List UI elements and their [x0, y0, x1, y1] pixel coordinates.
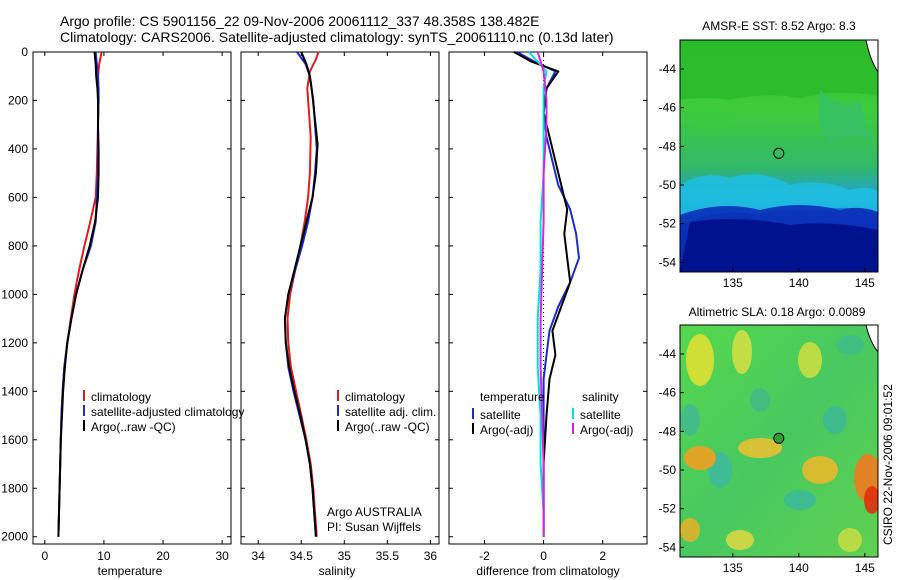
- sst_map-ytick-label: -52: [659, 217, 677, 231]
- sla_map-ytick-label: -46: [659, 386, 677, 400]
- salinity-series-argo-raw-qc-: [283, 51, 319, 537]
- salinity-series-climatology: [286, 51, 320, 537]
- difference-legend-label: satellite: [580, 408, 621, 422]
- sst_map-xtick-label: 140: [789, 276, 809, 290]
- sst-map-axes: 135 140 145 -44 -46 -48 -50 -52 -54: [659, 62, 875, 290]
- salinity-xlabel: salinity: [319, 564, 356, 578]
- sla_map-xtick-label: 135: [723, 561, 743, 575]
- temperature-xtick-label: 30: [215, 549, 229, 563]
- salinity-xtick-label: 34: [252, 549, 266, 563]
- temperature-ytick-label: 1800: [1, 481, 28, 495]
- sst-argo-marker: [773, 147, 785, 159]
- sst_map-ytick-label: -48: [659, 139, 677, 153]
- sla_map-ytick-label: -44: [659, 347, 677, 361]
- credit-label: CSIRO 22-Nov-2006 09:01:52: [881, 384, 895, 545]
- salinity-axes-box: [240, 51, 440, 545]
- difference-plot-layer: -2 0 2temperaturesatelliteArgo(-adj)salini…: [449, 51, 647, 563]
- pi-name-label: PI: Susan Wijffels: [327, 520, 421, 534]
- temperature-plot-layer: 0 10 20 30 0 200 400 600 800 1000 1200 1400 1600 1800…: [1, 45, 244, 563]
- temperature-ytick-label: 800: [8, 239, 28, 253]
- sst-map-panel: AMSR-E SST: 8.52 Argo: 8.3 135 140 145 -44 -…: [659, 19, 879, 290]
- sla_map-ytick-label: -52: [659, 502, 677, 516]
- sst-map-frame: [679, 39, 879, 273]
- difference-panel: -2 0 2temperaturesatelliteArgo(-adj)salini…: [448, 51, 648, 578]
- salinity-xtick-label: 34.5: [290, 549, 314, 563]
- difference-legend-heading: temperature: [480, 390, 545, 404]
- sst_map-xtick-label: 145: [855, 276, 875, 290]
- argo-country-label: Argo AUSTRALIA: [327, 505, 422, 519]
- temperature-series-argo-raw-qc-: [57, 51, 100, 537]
- sst_map-ytick-label: -46: [659, 101, 677, 115]
- salinity-legend-label: climatology: [345, 390, 405, 404]
- temperature-xtick-label: 20: [156, 549, 170, 563]
- sst_map-ytick-label: -54: [659, 255, 677, 269]
- difference-legend-label: satellite: [480, 408, 521, 422]
- temperature-legend-label: climatology: [91, 390, 151, 404]
- temperature-ytick-label: 200: [8, 93, 28, 107]
- difference-xtick-label: -2: [479, 549, 490, 563]
- difference-series-temperature-satellite: [516, 51, 580, 537]
- salinity-xtick-label: 36: [424, 549, 438, 563]
- sst-map-title: AMSR-E SST: 8.52 Argo: 8.3: [702, 19, 856, 33]
- sla_map-xtick-label: 145: [855, 561, 875, 575]
- figure-title-line1: Argo profile: CS 5901156_22 09-Nov-2006 …: [60, 13, 540, 29]
- temperature-series-climatology: [57, 51, 103, 537]
- temperature-ytick-label: 1000: [1, 287, 28, 301]
- sst-heatmap-image: [680, 40, 878, 272]
- difference-xlabel: difference from climatology: [476, 564, 619, 578]
- temperature-ytick-label: 400: [8, 142, 28, 156]
- difference-legend-label: Argo(-adj): [580, 423, 633, 437]
- sla-map-panel: Altimetric SLA: 0.18 Argo: 0.0089 135 140…: [659, 305, 879, 575]
- difference-xtick-label: 0: [540, 549, 547, 563]
- salinity-xtick-label: 35: [338, 549, 352, 563]
- temperature-xlabel: temperature: [98, 564, 163, 578]
- sla_map-ytick-label: -54: [659, 540, 677, 554]
- difference-series-salinity-argo-adj-: [536, 51, 548, 537]
- sla-argo-marker: [773, 432, 785, 444]
- sla-map-frame: [679, 324, 879, 558]
- sst_map-ytick-label: -50: [659, 178, 677, 192]
- figure-title-line2: Climatology: CARS2006. Satellite-adjuste…: [60, 29, 614, 45]
- sla-heatmap-image: [680, 325, 878, 557]
- salinity-legend-label: Argo(..raw -QC): [345, 420, 430, 434]
- temperature-ytick-label: 2000: [1, 530, 28, 544]
- temperature-panel: 0 10 20 30 0 200 400 600 800 1000 1200 1400 1600 1800…: [1, 45, 244, 578]
- temperature-series-satellite-adjusted-climatology: [57, 51, 100, 537]
- sla_map-xtick-label: 140: [789, 561, 809, 575]
- temperature-ytick-label: 600: [8, 190, 28, 204]
- sla_map-ytick-label: -48: [659, 424, 677, 438]
- salinity-legend-label: satellite adj. clim.: [345, 405, 436, 419]
- temperature-ytick-label: 1400: [1, 384, 28, 398]
- temperature-ytick-label: 0: [21, 45, 28, 59]
- temperature-ytick-label: 1600: [1, 433, 28, 447]
- sla-map-title: Altimetric SLA: 0.18 Argo: 0.0089: [689, 305, 866, 319]
- salinity-xtick-label: 35.5: [376, 549, 400, 563]
- temperature-xtick-label: 0: [41, 549, 48, 563]
- sst_map-xtick-label: 135: [723, 276, 743, 290]
- temperature-legend-label: Argo(..raw -QC): [91, 420, 176, 434]
- temperature-xtick-label: 10: [97, 549, 111, 563]
- difference-legend-heading: salinity: [582, 390, 619, 404]
- sla-map-axes: 135 140 145 -44 -46 -48 -50 -52 -54: [659, 347, 875, 575]
- difference-xtick-label: 2: [599, 549, 606, 563]
- temperature-ytick-label: 1200: [1, 336, 28, 350]
- temperature-axes-box: [32, 51, 232, 545]
- difference-series-salinity-satellite: [528, 51, 548, 537]
- difference-legend-label: Argo(-adj): [480, 423, 533, 437]
- sst_map-ytick-label: -44: [659, 62, 677, 76]
- temperature-legend-label: satellite-adjusted climatology: [91, 405, 244, 419]
- difference-axes-box: [448, 51, 648, 545]
- sla_map-ytick-label: -50: [659, 463, 677, 477]
